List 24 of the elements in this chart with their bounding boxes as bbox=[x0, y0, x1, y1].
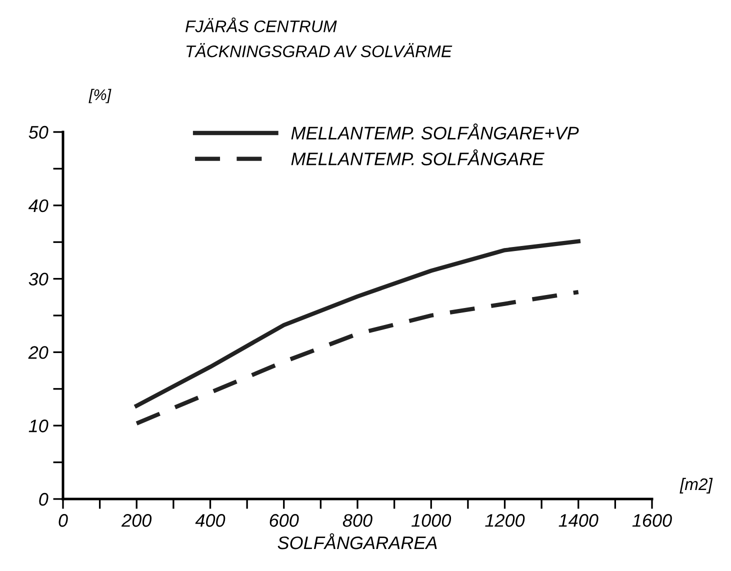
chart-subtitle: TÄCKNINGSGRAD AV SOLVÄRME bbox=[186, 43, 452, 58]
x-tick-label: 400 bbox=[195, 514, 226, 527]
x-tick-label: 0 bbox=[58, 514, 68, 527]
x-tick-label: 1400 bbox=[558, 514, 598, 527]
line-series bbox=[134, 290, 580, 426]
x-tick-label: 1600 bbox=[632, 514, 672, 527]
x-tick-label: 600 bbox=[270, 514, 299, 527]
y-tick-label: 20 bbox=[28, 346, 48, 359]
text: [m2] bbox=[680, 478, 713, 494]
x-tick-label: 800 bbox=[342, 514, 372, 527]
chart-title: FJÄRÅS CENTRUM bbox=[186, 17, 337, 32]
x-tick-label: 200 bbox=[121, 514, 152, 527]
line-series bbox=[134, 239, 580, 408]
y-tick-label: 30 bbox=[28, 272, 48, 286]
x-tick-label: 1200 bbox=[485, 514, 525, 527]
legend-label: MELLANTEMP. SOLFÅNGARE bbox=[291, 149, 544, 166]
y-tick-label: 10 bbox=[28, 420, 48, 432]
x-axis-title: SOLFÅNGARAREA bbox=[278, 533, 437, 550]
legend-label: MELLANTEMP. SOLFÅNGARE+VP bbox=[291, 123, 579, 140]
y-axis-title: [%] bbox=[88, 88, 112, 104]
y-tick-label: 50 bbox=[28, 126, 48, 139]
y-tick-label: 0 bbox=[39, 492, 48, 506]
y-tick-label: 40 bbox=[28, 199, 48, 212]
x-tick-label: 1000 bbox=[412, 514, 452, 527]
